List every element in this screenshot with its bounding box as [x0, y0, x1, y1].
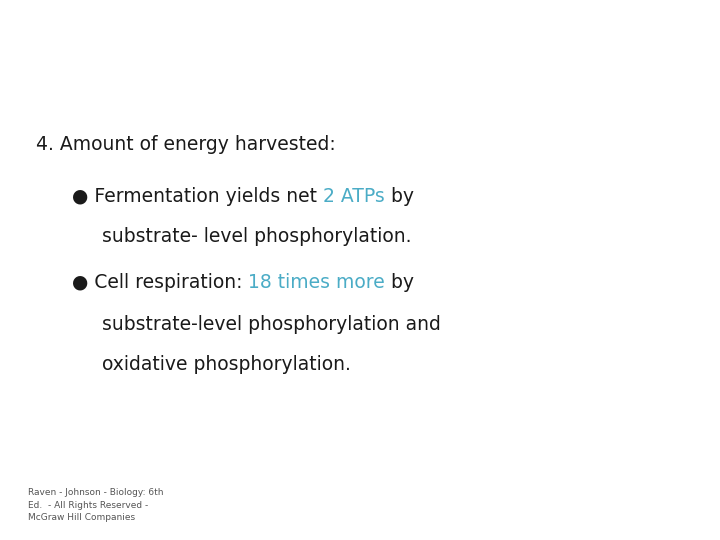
Text: ● Fermentation yields net: ● Fermentation yields net	[72, 187, 323, 206]
Text: 4. Amount of energy harvested:: 4. Amount of energy harvested:	[36, 135, 336, 154]
Text: Raven - Johnson - Biology: 6th
Ed.  - All Rights Reserved -
McGraw Hill Companie: Raven - Johnson - Biology: 6th Ed. - All…	[28, 488, 163, 522]
Text: oxidative phosphorylation.: oxidative phosphorylation.	[72, 355, 351, 374]
Text: 2 ATPs: 2 ATPs	[323, 187, 384, 206]
Text: ● Cell respiration:: ● Cell respiration:	[72, 273, 248, 292]
Text: 18 times more: 18 times more	[248, 273, 385, 292]
Text: substrate- level phosphorylation.: substrate- level phosphorylation.	[72, 227, 412, 246]
Text: substrate-level phosphorylation and: substrate-level phosphorylation and	[72, 315, 441, 334]
Text: by: by	[385, 273, 414, 292]
Text: by: by	[384, 187, 414, 206]
